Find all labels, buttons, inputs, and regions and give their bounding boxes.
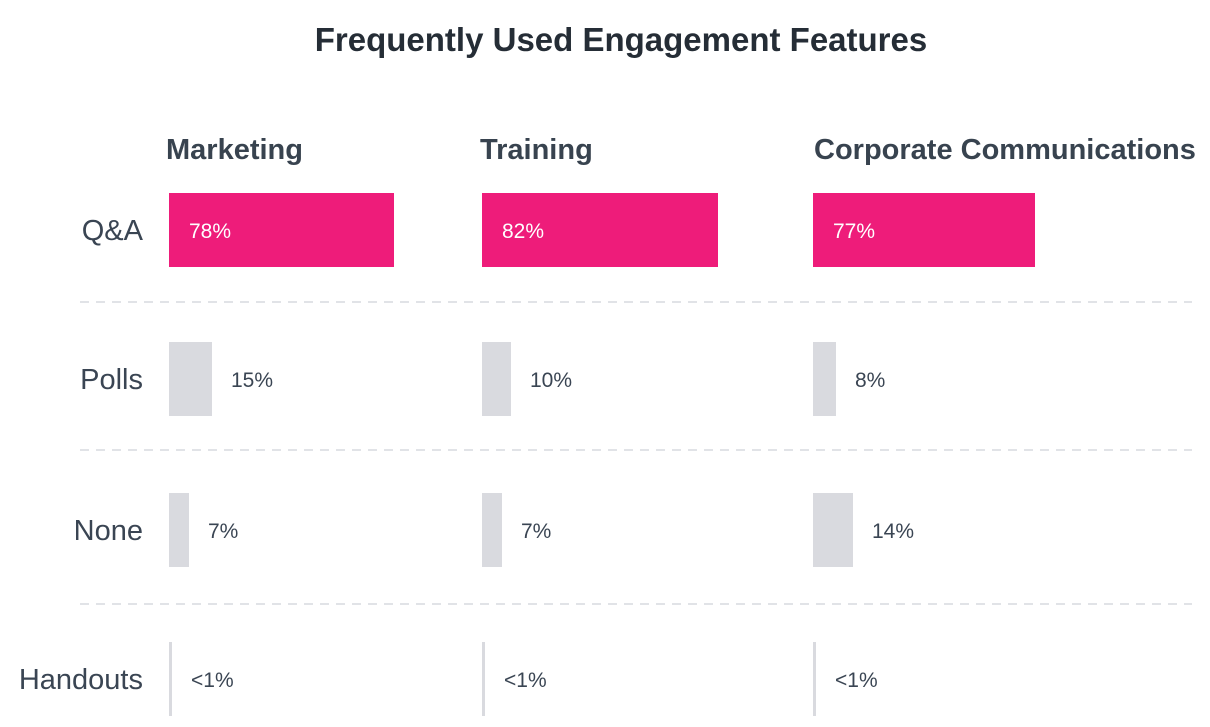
bar-corporate-communications-polls bbox=[813, 342, 836, 416]
bar-marks: 78% 15% 7% <1% 82% 10% 7% <1% 77% 8% 14% <1% bbox=[169, 193, 1035, 716]
value-label-training-none: 7% bbox=[521, 520, 551, 543]
value-label-corporate-communications-handouts: <1% bbox=[835, 669, 878, 692]
value-label-marketing-polls: 15% bbox=[231, 369, 273, 392]
column-header-corporate-communications: Corporate Communications bbox=[814, 134, 1196, 166]
value-label-training-qanda: 82% bbox=[502, 220, 544, 243]
row-dividers bbox=[80, 301, 1192, 605]
value-label-training-handouts: <1% bbox=[504, 669, 547, 692]
category-rows: Q&A Polls None Handouts bbox=[19, 215, 144, 696]
value-label-corporate-communications-polls: 8% bbox=[855, 369, 885, 392]
bar-training-none bbox=[482, 493, 502, 567]
value-label-training-polls: 10% bbox=[530, 369, 572, 392]
bar-marketing-none bbox=[169, 493, 189, 567]
row-label-qanda: Q&A bbox=[82, 215, 144, 247]
bar-marketing-handouts bbox=[169, 642, 172, 716]
column-headers: Marketing Training Corporate Communication… bbox=[166, 134, 1196, 166]
value-label-marketing-handouts: <1% bbox=[191, 669, 234, 692]
bar-marketing-polls bbox=[169, 342, 212, 416]
bar-corporate-communications-none bbox=[813, 493, 853, 567]
bar-corporate-communications-handouts bbox=[813, 642, 816, 716]
value-label-marketing-none: 7% bbox=[208, 520, 238, 543]
column-header-training: Training bbox=[480, 134, 593, 166]
bar-training-qanda bbox=[482, 193, 718, 267]
bar-training-polls bbox=[482, 342, 511, 416]
value-label-marketing-qanda: 78% bbox=[189, 220, 231, 243]
value-label-corporate-communications-none: 14% bbox=[872, 520, 914, 543]
column-header-marketing: Marketing bbox=[166, 134, 303, 166]
bar-training-handouts bbox=[482, 642, 485, 716]
row-label-none: None bbox=[74, 515, 143, 547]
chart-title: Frequently Used Engagement Features bbox=[315, 21, 927, 58]
bar-corporate-communications-qanda bbox=[813, 193, 1035, 267]
value-label-corporate-communications-qanda: 77% bbox=[833, 220, 875, 243]
row-label-handouts: Handouts bbox=[19, 664, 143, 696]
bar-marketing-qanda bbox=[169, 193, 394, 267]
row-label-polls: Polls bbox=[80, 364, 143, 396]
